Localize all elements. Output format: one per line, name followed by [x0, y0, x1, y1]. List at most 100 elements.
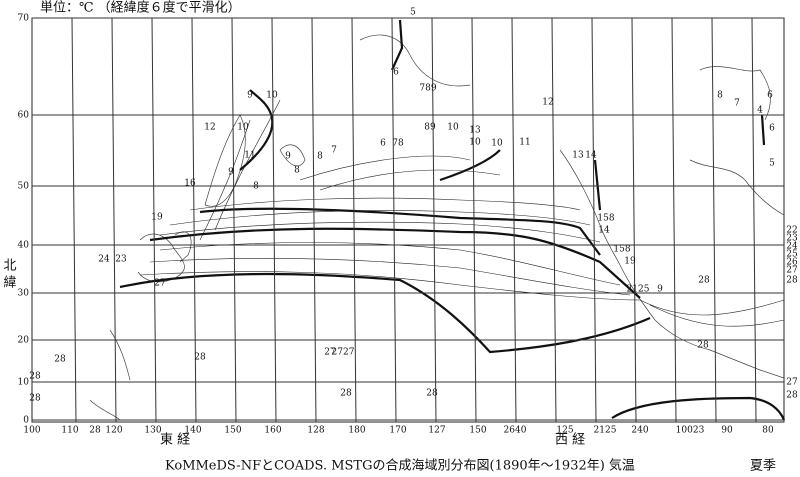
- longitude-tick-label: 90: [721, 426, 733, 436]
- contour-label: 16: [184, 179, 196, 189]
- contour-label: 14: [585, 151, 597, 161]
- isotherms: [119, 19, 786, 421]
- contour-label: 26: [786, 258, 798, 268]
- contour-label: 78: [392, 139, 404, 149]
- longitude-line: [271, 17, 277, 423]
- longitude-line: [351, 17, 357, 423]
- contour-label: 10: [447, 123, 459, 133]
- longitude-line: [191, 17, 197, 423]
- contour-label: 13: [572, 151, 584, 161]
- longitude-line: [671, 17, 677, 423]
- longitude-line: [231, 17, 237, 423]
- contour-label: 2125: [627, 285, 650, 295]
- contour-label: 4: [757, 106, 763, 116]
- north-latitude-label: 北 緯: [1, 258, 17, 289]
- contour-label: 27: [786, 266, 798, 276]
- contour-label: 28: [786, 391, 798, 401]
- contour-label: 24: [786, 242, 798, 252]
- contour-label: 28: [29, 372, 41, 382]
- longitude-line: [551, 17, 557, 423]
- longitude-tick-label: 240: [631, 426, 648, 436]
- east-longitude-label: 東 経: [160, 432, 190, 448]
- latitude-tick-label: 70: [18, 14, 30, 24]
- longitude-line: [111, 17, 117, 423]
- longitude-tick-label: 2640: [504, 426, 527, 436]
- longitude-line: [511, 17, 517, 423]
- longitude-line: [311, 17, 317, 423]
- longitude-tick-label: 160: [264, 426, 281, 436]
- contour-label: 19: [151, 213, 163, 223]
- season: 夏季: [750, 459, 776, 474]
- latitude-tick-label: 60: [18, 111, 30, 121]
- longitude-tick-label: 180: [348, 426, 365, 436]
- latitude-tick-label: 20: [18, 336, 30, 346]
- unit-header: 単位：℃ （経緯度６度で平滑化）: [40, 0, 241, 16]
- contour-label: 9: [657, 285, 663, 295]
- longitude-line: [751, 17, 757, 423]
- contour-label: 6: [767, 91, 773, 101]
- contour-label: 9: [247, 91, 253, 101]
- contour-label: 28: [786, 276, 798, 286]
- contour-label: 11: [244, 151, 255, 161]
- west-longitude-label: 西 経: [555, 433, 585, 448]
- contour-label: 23: [115, 255, 127, 265]
- contour-label: 24: [98, 255, 110, 265]
- contour-label: 11: [519, 138, 530, 148]
- contour-label: 28: [194, 353, 206, 363]
- contour-label: 8: [717, 91, 723, 101]
- longitude-tick-label: 110: [61, 426, 78, 436]
- contour-label: 6: [393, 68, 399, 78]
- map-frame: [31, 17, 785, 423]
- longitude-tick-label: 120: [105, 426, 122, 436]
- contour-label: 9: [285, 152, 291, 162]
- contour-label: 12: [204, 123, 215, 133]
- contour-label: 28: [698, 276, 710, 286]
- contour-label: 28: [697, 341, 709, 351]
- contour-label: 27: [154, 279, 166, 289]
- contour-label: 158: [597, 214, 614, 224]
- latitude-tick-label: 40: [18, 241, 30, 251]
- contour-label: 10: [237, 123, 249, 133]
- longitude-tick-label: 150: [224, 426, 241, 436]
- contour-label: 14: [598, 226, 610, 236]
- contour-label: 28: [340, 389, 352, 399]
- longitude-tick-label: 125: [556, 426, 573, 436]
- contour-label: 19: [624, 257, 636, 267]
- longitude-line: [431, 17, 437, 423]
- contour-label: 10: [491, 139, 503, 149]
- contour-label: 9: [228, 168, 234, 178]
- longitude-tick-label: 140: [184, 426, 201, 436]
- longitude-tick-label: 100: [23, 426, 40, 436]
- longitude-line: [591, 17, 597, 423]
- longitude-tick-label: 170: [389, 426, 406, 436]
- contour-label: 5: [410, 8, 416, 18]
- graticule: [32, 17, 784, 423]
- latitude-tick-label: 50: [18, 182, 30, 192]
- contour-label: 28: [54, 355, 66, 365]
- contour-label: 12: [542, 98, 553, 108]
- latitude-tick-label: 10: [18, 378, 30, 388]
- contour-label: 28: [29, 394, 41, 404]
- longitude-line: [631, 17, 637, 423]
- latitude-tick-label: 30: [18, 289, 30, 299]
- longitude-line: [391, 17, 397, 423]
- longitude-line: [711, 17, 717, 423]
- longitude-tick-label: 150: [469, 426, 486, 436]
- longitude-line: [471, 17, 477, 423]
- longitude-tick-label: 127: [428, 426, 445, 436]
- contour-label: 7: [331, 146, 337, 156]
- contour-label: 28: [426, 389, 438, 399]
- contour-label: 10: [469, 138, 481, 148]
- contour-label: 2727: [332, 348, 355, 358]
- contour-label: 25: [786, 250, 798, 260]
- contour-label: 27: [324, 348, 336, 358]
- longitude-tick-label: 130: [144, 426, 161, 436]
- longitude-tick-label: 80: [762, 426, 774, 436]
- contour-label: 789: [419, 84, 436, 94]
- latitude-tick-label: 0: [23, 416, 29, 426]
- contour-label: 8: [294, 166, 300, 176]
- contour-label: 8: [317, 152, 323, 162]
- caption: KoMMeDS-NFとCOADS. MSTGの合成海域別分布図(1890年～19…: [165, 458, 635, 474]
- contour-label: 10: [266, 91, 278, 101]
